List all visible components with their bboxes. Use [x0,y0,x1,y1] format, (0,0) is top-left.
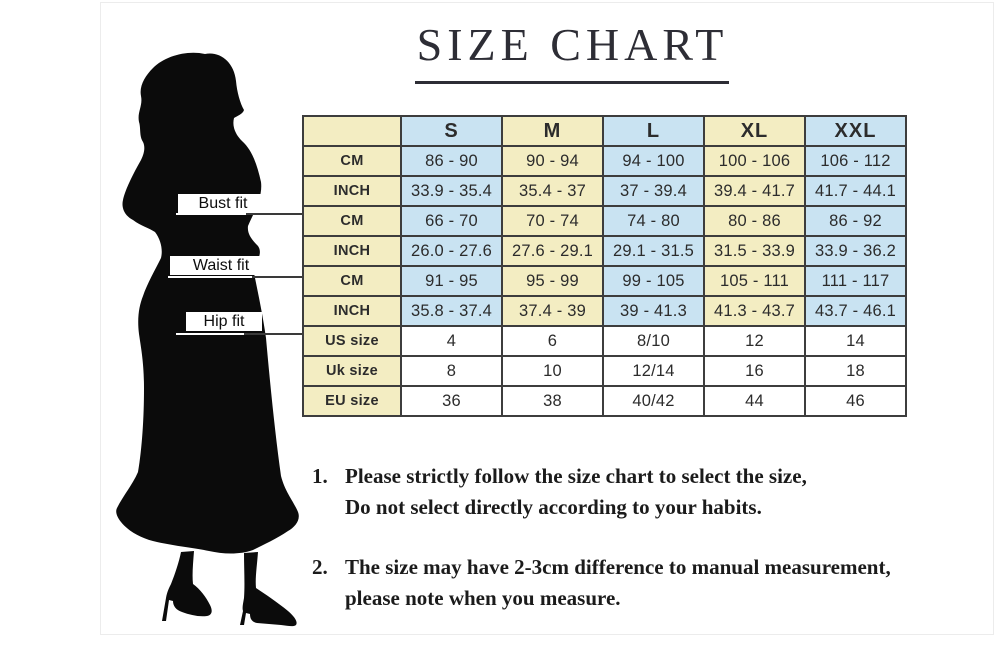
size-value-cell: 39.4 - 41.7 [703,175,806,207]
size-value-cell: 41.7 - 44.1 [804,175,907,207]
note-item-1: 1. Please strictly follow the size chart … [312,461,984,523]
row-label-cell: US size [302,325,402,357]
table-row-bust-cm: CM 86 - 90 90 - 94 94 - 100 100 - 106 106 - 1… [302,145,907,177]
size-value-cell: 16 [703,355,806,387]
size-value-cell: 80 - 86 [703,205,806,237]
size-value-cell: 33.9 - 36.2 [804,235,907,267]
size-value-cell: 106 - 112 [804,145,907,177]
size-value-cell: 36 [400,385,503,417]
size-value-cell: 86 - 90 [400,145,503,177]
table-row-bust-inch: INCH 33.9 - 35.4 35.4 - 37 37 - 39.4 39.4 - … [302,175,907,207]
table-row-sizes-eu-size: EU size 36 38 40/42 44 46 [302,385,907,417]
size-value-cell: 41.3 - 43.7 [703,295,806,327]
row-label-cell: CM [302,145,402,177]
woman-silhouette-icon [116,52,299,627]
size-value-cell: 99 - 105 [602,265,705,297]
notes-section: 1. Please strictly follow the size chart … [312,461,984,643]
size-value-cell: 40/42 [602,385,705,417]
size-value-cell: 37 - 39.4 [602,175,705,207]
size-value-cell: 12/14 [602,355,705,387]
row-label-cell: EU size [302,385,402,417]
table-row-waist-inch: INCH 26.0 - 27.6 27.6 - 29.1 29.1 - 31.5 31.… [302,235,907,267]
size-value-cell: 39 - 41.3 [602,295,705,327]
note-text: Please strictly follow the size chart to… [345,464,807,519]
size-value-cell: 10 [501,355,604,387]
table-row-waist-cm: CM 66 - 70 70 - 74 74 - 80 80 - 86 86 - 92 [302,205,907,237]
size-column-header: L [602,115,705,147]
row-label-cell: INCH [302,235,402,267]
size-value-cell: 91 - 95 [400,265,503,297]
size-value-cell: 29.1 - 31.5 [602,235,705,267]
waist-fit-pointer-line [168,276,303,278]
row-label-cell: Uk size [302,355,402,387]
size-value-cell: 46 [804,385,907,417]
size-value-cell: 94 - 100 [602,145,705,177]
size-value-cell: 38 [501,385,604,417]
bust-fit-label: Bust fit [178,194,268,213]
title-underline [415,81,729,84]
size-column-header: S [400,115,503,147]
size-table-header-row: S M L XL XXL [302,115,907,147]
table-row-sizes-uk-size: Uk size 8 10 12/14 16 18 [302,355,907,387]
size-column-header: XL [703,115,806,147]
size-value-cell: 33.9 - 35.4 [400,175,503,207]
hip-fit-pointer-line [176,333,303,335]
waist-fit-label: Waist fit [170,256,272,275]
table-row-sizes-us-size: US size 4 6 8/10 12 14 [302,325,907,357]
size-table: S M L XL XXL CM 86 - 90 90 - 94 94 - 100 100 - 1… [302,115,907,417]
size-value-cell: 12 [703,325,806,357]
note-number: 1. [312,464,328,488]
size-value-cell: 70 - 74 [501,205,604,237]
size-value-cell: 4 [400,325,503,357]
size-value-cell: 66 - 70 [400,205,503,237]
size-value-cell: 90 - 94 [501,145,604,177]
size-column-header: XXL [804,115,907,147]
note-text: The size may have 2-3cm difference to ma… [345,555,891,610]
size-value-cell: 37.4 - 39 [501,295,604,327]
page-title: SIZE CHART [416,19,729,70]
table-row-hip-cm: CM 91 - 95 95 - 99 99 - 105 105 - 111 111 - 1… [302,265,907,297]
size-value-cell: 111 - 117 [804,265,907,297]
row-label-cell: CM [302,265,402,297]
row-label-cell: INCH [302,175,402,207]
size-value-cell: 27.6 - 29.1 [501,235,604,267]
size-column-header: M [501,115,604,147]
size-value-cell: 35.4 - 37 [501,175,604,207]
size-value-cell: 74 - 80 [602,205,705,237]
bust-fit-pointer-line [176,213,303,215]
size-value-cell: 44 [703,385,806,417]
size-value-cell: 6 [501,325,604,357]
photo-frame-border [100,2,994,635]
size-table-body: CM 86 - 90 90 - 94 94 - 100 100 - 106 106 - 1… [302,145,907,417]
size-value-cell: 26.0 - 27.6 [400,235,503,267]
note-number: 2. [312,555,328,579]
row-label-cell: INCH [302,295,402,327]
note-item-2: 2. The size may have 2-3cm difference to … [312,552,984,614]
size-value-cell: 105 - 111 [703,265,806,297]
size-value-cell: 31.5 - 33.9 [703,235,806,267]
size-value-cell: 14 [804,325,907,357]
corner-cell [302,115,402,147]
size-value-cell: 35.8 - 37.4 [400,295,503,327]
size-value-cell: 100 - 106 [703,145,806,177]
size-value-cell: 18 [804,355,907,387]
size-value-cell: 8/10 [602,325,705,357]
table-row-hip-inch: INCH 35.8 - 37.4 37.4 - 39 39 - 41.3 41.3 - … [302,295,907,327]
size-value-cell: 8 [400,355,503,387]
row-label-cell: CM [302,205,402,237]
size-value-cell: 43.7 - 46.1 [804,295,907,327]
hip-fit-label: Hip fit [186,312,262,331]
size-value-cell: 95 - 99 [501,265,604,297]
size-value-cell: 86 - 92 [804,205,907,237]
